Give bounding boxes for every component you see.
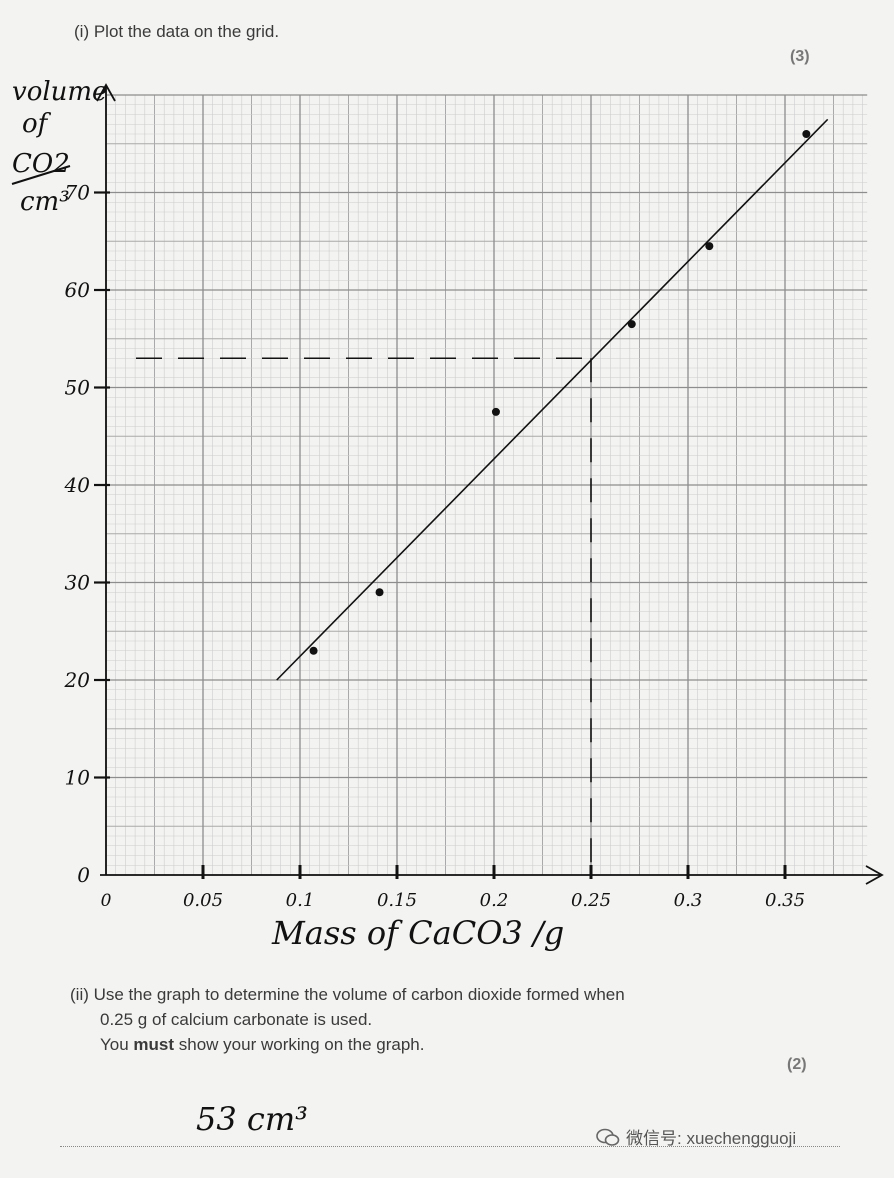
line3-pre: You — [100, 1035, 134, 1054]
question-part-i: (i) Plot the data on the grid. — [74, 22, 280, 41]
best-fit-line — [276, 118, 829, 681]
x-tick-label: 0.25 — [571, 890, 611, 911]
question-part-ii-line3: You must show your working on the graph. — [70, 1032, 830, 1057]
watermark: 微信号: xuechengguoji — [596, 1124, 796, 1149]
marks-part-i: (3) — [790, 48, 810, 65]
data-point — [309, 646, 318, 655]
y-tick-label: 30 — [65, 571, 91, 595]
y-axis-label-line: volume — [12, 77, 107, 107]
data-point — [627, 320, 636, 329]
y-axis-arrow — [96, 83, 116, 102]
data-point — [491, 407, 500, 416]
x-tick-label: 0.35 — [765, 890, 805, 911]
y-tick-label: 40 — [64, 473, 91, 497]
x-tick-label: 0.3 — [674, 890, 703, 911]
series — [136, 118, 829, 875]
y-tick-label: 70 — [65, 181, 91, 205]
question-part-ii-line1: (ii) Use the graph to determine the volu… — [70, 985, 625, 1004]
line3-post: show your working on the graph. — [174, 1035, 425, 1054]
y-axis-label-line: cm³ — [20, 187, 70, 217]
answer-line — [60, 1146, 840, 1147]
y-tick-label: 50 — [65, 376, 91, 400]
y-axis-label-divider — [11, 165, 71, 185]
data-point — [375, 588, 384, 597]
y-tick-label: 60 — [65, 278, 91, 302]
x-tick-label: 0.2 — [480, 890, 509, 911]
data-point — [705, 242, 714, 251]
x-axis-label: Mass of CaCO3 /g — [271, 914, 564, 952]
y-tick-label: 0 — [77, 863, 90, 887]
x-axis-arrow — [865, 865, 884, 885]
x-tick-label: 0 — [101, 891, 112, 911]
question-part-ii: (ii) Use the graph to determine the volu… — [70, 982, 830, 1057]
axes — [96, 83, 884, 885]
data-point — [802, 130, 811, 138]
y-tick-label: 20 — [64, 668, 91, 692]
wechat-icon — [596, 1128, 620, 1146]
ticks: 0 0.05 0.1 0.15 0.2 0.25 0.3 0.35 0 10 20 30 40 50 60 7… — [64, 181, 805, 912]
line3-bold: must — [133, 1035, 175, 1054]
answer-text: 53 cm³ — [196, 1100, 308, 1138]
x-tick-label: 0.1 — [286, 890, 315, 911]
x-tick-label: 0.05 — [183, 890, 223, 911]
question-part-ii-line2: 0.25 g of calcium carbonate is used. — [100, 1010, 373, 1029]
y-tick-label: 10 — [65, 766, 91, 790]
x-tick-label: 0.15 — [377, 890, 417, 911]
marks-part-ii: (2) — [787, 1056, 807, 1073]
y-axis-label-line: of — [22, 109, 52, 139]
watermark-text: 微信号: xuechengguoji — [626, 1129, 797, 1148]
graph: 0 0.05 0.1 0.15 0.2 0.25 0.3 0.35 0 10 20 30 40 50 60 7… — [11, 77, 884, 952]
